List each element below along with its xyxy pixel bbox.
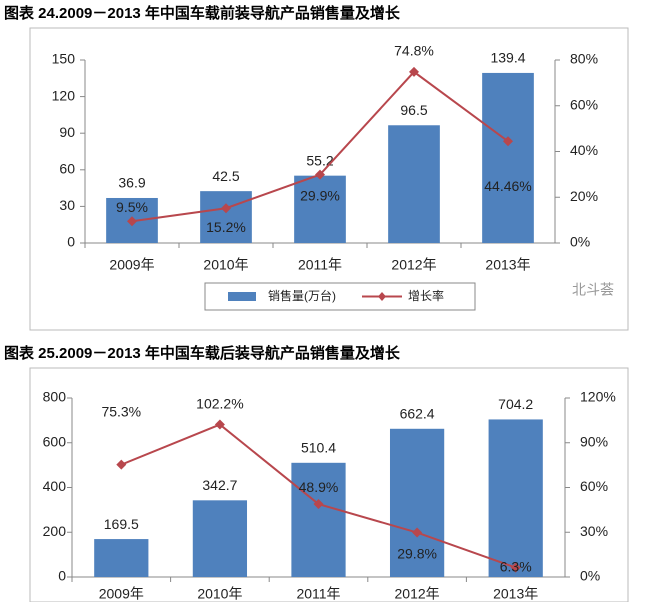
- line-value-label: 44.46%: [484, 178, 531, 194]
- y2-tick-label: 60%: [570, 96, 598, 112]
- y2-tick-label: 40%: [570, 142, 598, 158]
- legend-label: 增长率: [408, 288, 444, 303]
- y2-tick-label: 90%: [580, 433, 608, 449]
- line-marker: [412, 527, 423, 538]
- x-tick-label: 2011年: [298, 257, 342, 273]
- bar: [291, 462, 346, 577]
- bar: [94, 539, 149, 577]
- line-marker: [503, 136, 513, 147]
- y2-tick-label: 60%: [580, 478, 608, 494]
- bar: [488, 419, 543, 577]
- y2-tick-label: 0%: [580, 568, 600, 584]
- y-tick-label: 0: [58, 568, 66, 584]
- chart: 图表 25.2009－2013 年中国车载后装导航产品销售量及增长 0 200 400…: [4, 344, 629, 602]
- bar-value-label: 704.2: [498, 396, 533, 412]
- bar-value-label: 42.5: [212, 168, 239, 184]
- x-tick-label: 2013年: [485, 257, 530, 273]
- x-tick-label: 2010年: [197, 586, 242, 602]
- legend-swatch: [228, 292, 256, 301]
- x-tick-label: 2009年: [99, 586, 144, 602]
- y-tick-label: 60: [59, 161, 75, 177]
- line-value-label: 29.9%: [300, 187, 340, 203]
- line-marker: [510, 562, 521, 573]
- bar-value-label: 36.9: [118, 175, 145, 191]
- y-tick-label: 0: [67, 234, 75, 250]
- line-value-label: 29.8%: [397, 545, 437, 561]
- chart-title: 图表 25.2009－2013 年中国车载后装导航产品销售量及增长: [4, 344, 401, 362]
- bar-value-label: 342.7: [202, 477, 237, 493]
- line-marker: [127, 216, 137, 227]
- line-value-label: 102.2%: [196, 395, 243, 411]
- watermark: 北斗荟: [572, 282, 614, 298]
- y2-tick-label: 30%: [580, 523, 608, 539]
- legend-marker: [378, 292, 386, 301]
- y-tick-label: 120: [52, 87, 76, 103]
- legend: 销售量(万台) 增长率: [204, 282, 476, 311]
- y2-tick-label: 0%: [570, 234, 590, 250]
- bar: [482, 72, 534, 243]
- chart-frame: [29, 367, 629, 602]
- line-marker: [409, 66, 419, 77]
- bar-value-label: 662.4: [400, 405, 435, 421]
- line-value-label: 74.8%: [394, 43, 434, 59]
- line-value-label: 15.2%: [206, 219, 246, 235]
- chart-frame: [29, 27, 629, 331]
- y-tick-label: 90: [59, 124, 75, 140]
- line-value-label: 6.3%: [500, 558, 532, 574]
- legend-label: 销售量(万台): [268, 288, 336, 303]
- x-tick-label: 2013年: [493, 586, 538, 602]
- x-tick-label: 2012年: [395, 586, 440, 602]
- y2-tick-label: 20%: [570, 188, 598, 204]
- bar-value-label: 96.5: [400, 102, 427, 118]
- line-value-label: 75.3%: [101, 403, 141, 419]
- y-tick-label: 800: [43, 389, 67, 405]
- x-tick-label: 2011年: [296, 586, 340, 602]
- bar: [389, 428, 445, 577]
- line-value-label: 48.9%: [299, 479, 339, 495]
- bar: [294, 175, 346, 243]
- y-tick-label: 150: [52, 51, 76, 67]
- bar-value-label: 510.4: [301, 440, 336, 456]
- line-value-label: 9.5%: [116, 199, 148, 215]
- line-marker: [313, 499, 324, 510]
- bar: [388, 125, 440, 243]
- y2-tick-label: 120%: [580, 389, 616, 405]
- bar: [192, 500, 248, 577]
- line-marker: [116, 459, 127, 470]
- x-tick-label: 2010年: [203, 257, 248, 273]
- x-tick-label: 2012年: [391, 257, 436, 273]
- chart: 图表 24.2009－2013 年中国车载前装导航产品销售量及增长 0 30 60 90…: [4, 4, 629, 331]
- y-tick-label: 200: [43, 523, 67, 539]
- bar-value-label: 169.5: [104, 516, 139, 532]
- y2-tick-label: 80%: [570, 51, 598, 67]
- bar-value-label: 139.4: [490, 50, 525, 66]
- line-marker: [315, 169, 325, 180]
- y-tick-label: 400: [43, 478, 67, 494]
- y-tick-label: 30: [59, 197, 75, 213]
- y-tick-label: 600: [43, 433, 67, 449]
- line-marker: [221, 203, 231, 214]
- x-tick-label: 2009年: [109, 257, 154, 273]
- bar: [200, 191, 252, 243]
- line-marker: [214, 419, 225, 430]
- chart-title: 图表 24.2009－2013 年中国车载前装导航产品销售量及增长: [4, 4, 401, 22]
- bar-value-label: 55.2: [306, 152, 333, 168]
